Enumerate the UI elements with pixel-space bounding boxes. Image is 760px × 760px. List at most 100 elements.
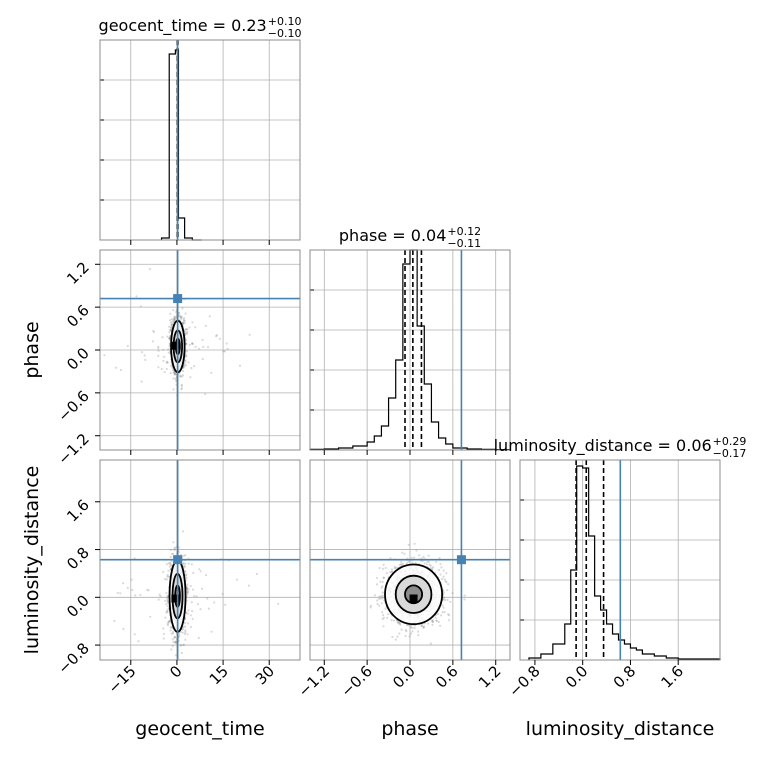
- scatter-panel-phase-vs-luminosity_distance: −1.2 −0.6 0.0 0.6 1.2: [295, 459, 511, 701]
- scatter-panel-geocent_time-vs-phase-sample-point: [103, 354, 106, 357]
- scatter-panel-phase-vs-luminosity_distance-sample-point: [441, 604, 444, 607]
- scatter-panel-geocent_time-vs-luminosity_distance-sample-point: [190, 626, 193, 629]
- scatter-panel-phase-vs-luminosity_distance-sample-point: [400, 563, 403, 566]
- scatter-panel-phase-vs-luminosity_distance-sample-point: [413, 627, 416, 630]
- scatter-panel-geocent_time-vs-phase-sample-point: [184, 359, 187, 362]
- scatter-panel-geocent_time-vs-luminosity_distance-sample-point: [116, 591, 119, 595]
- scatter-panel-geocent_time-vs-phase-sample-point: [126, 344, 129, 347]
- scatter-panel-geocent_time-vs-luminosity_distance-sample-point: [122, 582, 125, 585]
- scatter-panel-geocent_time-vs-phase-sample-point: [166, 360, 169, 363]
- scatter-panel-geocent_time-vs-luminosity_distance-sample-point: [159, 595, 162, 598]
- scatter-panel-phase-vs-luminosity_distance-sample-point: [390, 619, 393, 622]
- scatter-panel-geocent_time-vs-luminosity_distance-sample-point: [186, 591, 190, 594]
- scatter-panel-geocent_time-vs-phase-sample-point: [170, 323, 173, 326]
- scatter-panel-geocent_time-vs-phase-sample-point: [148, 268, 152, 271]
- scatter-panel-phase-vs-luminosity_distance-sample-point: [439, 563, 442, 566]
- scatter-panel-geocent_time-vs-phase-sample-point: [180, 387, 184, 390]
- scatter-panel-geocent_time-vs-phase-sample-point: [181, 369, 185, 373]
- panel-title-geocent_time: geocent_time = 0.23 +0.10−0.10: [99, 15, 302, 40]
- x-axis-label-phase: phase: [381, 718, 438, 740]
- hist-panel-luminosity_distance-xticklabel-0: −0.8: [505, 662, 543, 700]
- scatter-panel-geocent_time-vs-phase-sample-point: [162, 348, 165, 351]
- scatter-panel-phase-vs-luminosity_distance-sample-point: [381, 597, 384, 600]
- scatter-panel-geocent_time-vs-phase-sample-point: [170, 326, 173, 329]
- scatter-panel-geocent_time-vs-phase-sample-point: [204, 324, 207, 327]
- scatter-panel-phase-vs-luminosity_distance-sample-point: [432, 566, 435, 569]
- scatter-panel-phase-vs-luminosity_distance-sample-point: [427, 554, 430, 557]
- scatter-panel-phase-vs-luminosity_distance-sample-point: [404, 634, 407, 638]
- scatter-panel-geocent_time-vs-phase-sample-point: [215, 335, 218, 338]
- scatter-panel-geocent_time-vs-luminosity_distance-sample-point: [184, 570, 187, 573]
- scatter-panel-geocent_time-vs-luminosity_distance-sample-point: [126, 586, 129, 590]
- scatter-panel-phase-vs-luminosity_distance-sample-point: [442, 569, 445, 572]
- scatter-panel-geocent_time-vs-luminosity_distance-sample-point: [167, 621, 170, 624]
- scatter-panel-geocent_time-vs-phase-sample-point: [152, 330, 156, 334]
- scatter-panel-geocent_time-vs-luminosity_distance-sample-point: [199, 608, 202, 611]
- scatter-panel-geocent_time-vs-phase-sample-point: [170, 323, 173, 326]
- scatter-panel-geocent_time-vs-phase-yticklabel-3: 0.6: [63, 301, 93, 331]
- scatter-panel-phase-vs-luminosity_distance-sample-point: [435, 560, 438, 564]
- title-luminosity_distance-upper-error: +0.29: [713, 435, 747, 448]
- scatter-panel-geocent_time-vs-luminosity_distance-sample-point: [191, 588, 195, 591]
- scatter-panel-geocent_time-vs-luminosity_distance-sample-point: [171, 638, 174, 641]
- title-phase-lower-error: −0.11: [447, 237, 481, 250]
- scatter-panel-phase-vs-luminosity_distance-sample-point: [411, 630, 414, 633]
- scatter-panel-geocent_time-vs-phase-sample-point: [191, 321, 194, 324]
- scatter-panel-geocent_time-vs-phase-sample-point: [184, 312, 187, 315]
- scatter-panel-geocent_time-vs-luminosity_distance-sample-point: [190, 601, 193, 604]
- scatter-panel-phase-vs-luminosity_distance-sample-point: [445, 572, 448, 575]
- scatter-panel-phase-vs-luminosity_distance-sample-point: [387, 613, 390, 616]
- scatter-panel-geocent_time-vs-luminosity_distance-sample-point: [167, 621, 170, 624]
- scatter-panel-geocent_time-vs-luminosity_distance-sample-point: [186, 590, 189, 593]
- hist-panel-luminosity_distance: −0.8 0.0 0.8 1.6: [505, 459, 721, 701]
- scatter-panel-geocent_time-vs-luminosity_distance-sample-point: [169, 626, 172, 630]
- scatter-panel-geocent_time-vs-phase-sample-point: [166, 361, 169, 364]
- hist-panel-geocent_time: [99, 39, 301, 245]
- scatter-panel-geocent_time-vs-luminosity_distance-sample-point: [122, 627, 125, 631]
- scatter-panel-geocent_time-vs-phase-sample-point: [169, 364, 173, 367]
- scatter-panel-phase-vs-luminosity_distance-sample-point: [378, 604, 381, 607]
- scatter-panel-geocent_time-vs-luminosity_distance-sample-point: [179, 644, 182, 647]
- scatter-panel-geocent_time-vs-luminosity_distance-sample-point: [236, 578, 239, 581]
- scatter-panel-phase-vs-luminosity_distance-sample-point: [405, 562, 408, 565]
- scatter-panel-geocent_time-vs-phase-sample-point: [186, 328, 189, 331]
- scatter-panel-geocent_time-vs-phase-sample-point: [190, 367, 193, 370]
- scatter-panel-geocent_time-vs-phase-sample-point: [182, 366, 186, 369]
- scatter-panel-geocent_time-vs-luminosity_distance-sample-point: [157, 598, 160, 601]
- scatter-panel-geocent_time-vs-luminosity_distance-sample-point: [171, 644, 174, 648]
- scatter-panel-phase-vs-luminosity_distance-sample-point: [447, 613, 450, 616]
- scatter-panel-geocent_time-vs-phase-sample-point: [140, 380, 143, 383]
- scatter-panel-geocent_time-vs-luminosity_distance: −15 0 15 30 −0.8 0.0 0.8 1.6: [54, 459, 301, 697]
- scatter-panel-geocent_time-vs-luminosity_distance-sample-point: [165, 611, 168, 614]
- scatter-panel-phase-vs-luminosity_distance-sample-point: [409, 632, 413, 635]
- scatter-panel-geocent_time-vs-luminosity_distance-sample-point: [168, 565, 171, 568]
- scatter-panel-phase-vs-luminosity_distance-xticklabel-4: 1.2: [475, 662, 505, 692]
- title-geocent_time-text: geocent_time = 0.23: [99, 16, 267, 36]
- scatter-panel-geocent_time-vs-luminosity_distance-xticklabel-2: 15: [206, 662, 232, 688]
- scatter-panel-phase-vs-luminosity_distance-sample-point: [423, 562, 426, 565]
- scatter-panel-geocent_time-vs-phase-sample-point: [173, 318, 176, 321]
- scatter-panel-phase-vs-luminosity_distance-truth-marker: [456, 555, 466, 565]
- scatter-panel-geocent_time-vs-phase-sample-point: [168, 337, 171, 340]
- scatter-panel-phase-vs-luminosity_distance-peak-marker: [409, 594, 418, 603]
- scatter-panel-geocent_time-vs-phase-sample-point: [185, 332, 189, 335]
- scatter-panel-phase-vs-luminosity_distance-sample-point: [442, 575, 445, 578]
- scatter-panel-geocent_time-vs-phase-sample-point: [188, 326, 191, 329]
- scatter-panel-geocent_time-vs-phase-sample-point: [165, 367, 168, 371]
- scatter-panel-phase-vs-luminosity_distance-sample-point: [400, 560, 403, 564]
- scatter-panel-geocent_time-vs-luminosity_distance-sample-point: [149, 615, 152, 618]
- x-axis-label-luminosity_distance: luminosity_distance: [526, 718, 715, 740]
- scatter-panel-geocent_time-vs-luminosity_distance-sample-point: [165, 563, 168, 566]
- scatter-panel-geocent_time-vs-phase-sample-point: [157, 345, 160, 348]
- scatter-panel-phase-vs-luminosity_distance-xticklabel-2: 0.0: [389, 662, 419, 692]
- scatter-panel-geocent_time-vs-luminosity_distance-sample-point: [182, 643, 185, 647]
- scatter-panel-phase-vs-luminosity_distance-sample-point: [381, 617, 384, 621]
- scatter-panel-phase-vs-luminosity_distance-sample-point: [396, 635, 399, 638]
- scatter-panel-geocent_time-vs-phase-sample-point: [215, 334, 218, 337]
- scatter-panel-geocent_time-vs-phase-sample-point: [201, 358, 204, 361]
- scatter-panel-geocent_time-vs-luminosity_distance-yticklabel-0: −0.8: [54, 639, 92, 677]
- scatter-panel-phase-vs-luminosity_distance-sample-point: [380, 586, 383, 589]
- scatter-panel-geocent_time-vs-phase-truth-marker: [173, 294, 183, 304]
- scatter-panel-geocent_time-vs-luminosity_distance-sample-point: [166, 573, 169, 577]
- scatter-panel-geocent_time-vs-luminosity_distance-sample-point: [193, 594, 196, 598]
